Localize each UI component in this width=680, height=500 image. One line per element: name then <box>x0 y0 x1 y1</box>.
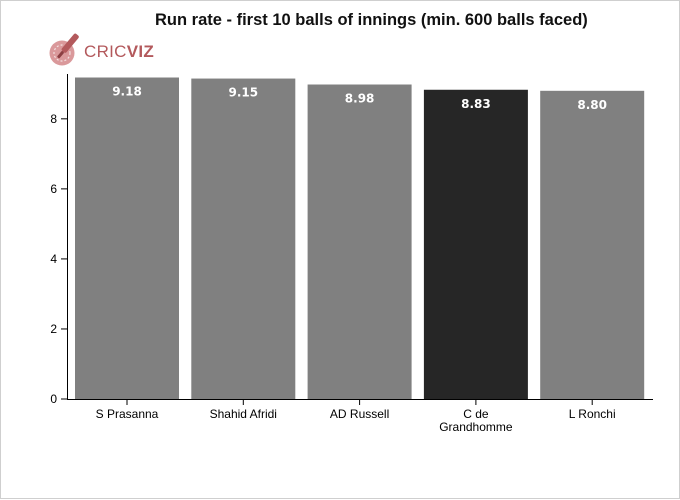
value-label-1: 9.15 <box>228 86 258 100</box>
value-label-2: 8.98 <box>345 92 375 106</box>
x-tick-label-3-line-0: C de <box>463 407 489 421</box>
y-tick-label-1: 2 <box>50 322 57 336</box>
bar-2 <box>307 84 412 399</box>
x-tick-label-0: S Prasanna <box>96 407 159 421</box>
y-tick-label-2: 4 <box>50 252 57 266</box>
bars-group: 9.18 9.15 8.98 8.83 8.80 <box>75 77 645 400</box>
x-tick-label-4: L Ronchi <box>569 407 616 421</box>
chart-title: Run rate - first 10 balls of innings (mi… <box>155 11 588 29</box>
bar-1 <box>191 78 296 400</box>
cricviz-logo: CRICVIZ <box>47 33 159 73</box>
value-label-3: 8.83 <box>461 97 491 111</box>
logo-text: CRICVIZ <box>84 42 155 61</box>
y-tick-label-4: 8 <box>50 112 57 126</box>
x-tick-label-1: Shahid Afridi <box>210 407 277 421</box>
x-tick-label-3-line-1: Grandhomme <box>439 420 513 434</box>
y-tick-label-0: 0 <box>50 392 57 406</box>
axes-group: S Prasanna Shahid Afridi AD Russell C deGra… <box>50 74 653 434</box>
bar-4 <box>540 90 645 399</box>
value-label-4: 8.80 <box>577 98 607 112</box>
bar-3 <box>423 89 528 399</box>
x-tick-label-2: AD Russell <box>330 407 389 421</box>
y-tick-label-3: 6 <box>50 182 57 196</box>
bar-0 <box>75 77 179 400</box>
value-label-0: 9.18 <box>112 85 142 99</box>
cricket-bat-ball-icon <box>49 33 79 66</box>
